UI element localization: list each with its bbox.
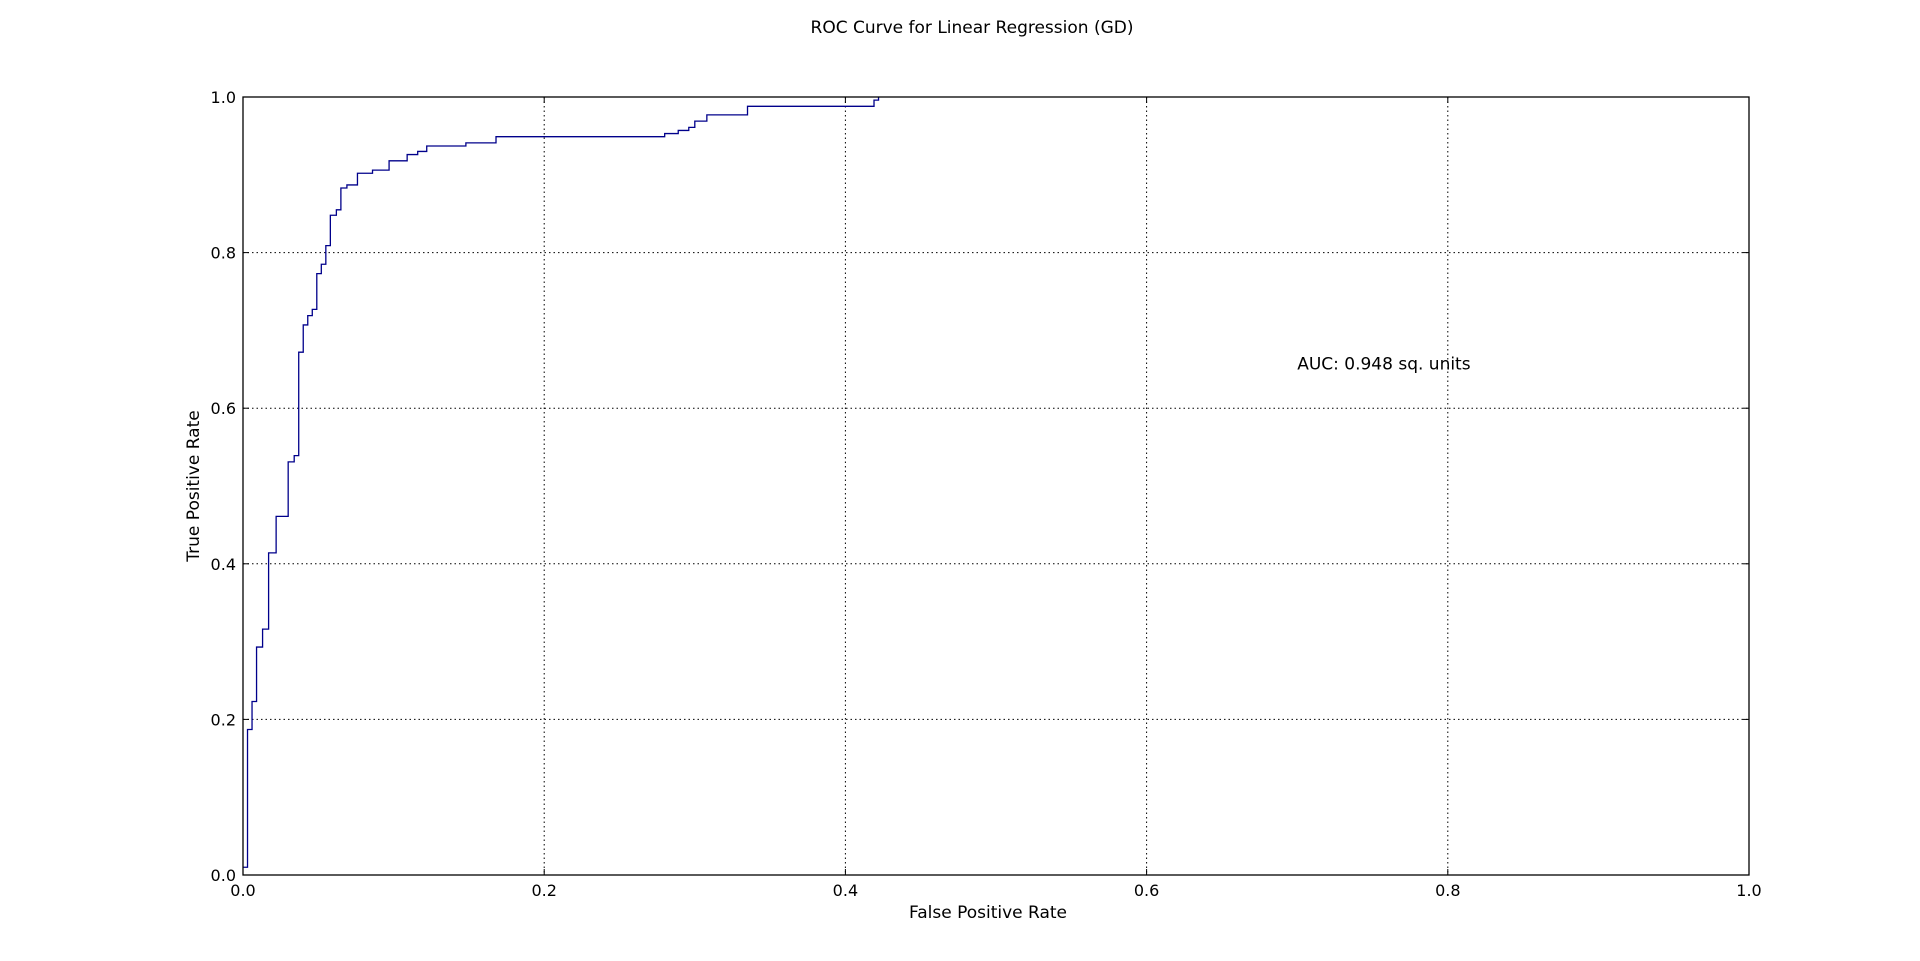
y-tick-label: 0.0 (211, 866, 236, 885)
x-tick-label: 0.8 (1435, 881, 1460, 900)
x-tick-labels: 0.0 0.2 0.4 0.6 0.8 1.0 (230, 881, 1761, 900)
chart-title: ROC Curve for Linear Regression (GD) (811, 18, 1134, 38)
grid-lines (243, 97, 1749, 875)
x-tick-label: 0.4 (833, 881, 858, 900)
plot-area-frame (242, 96, 1750, 876)
auc-annotation: AUC: 0.948 sq. units (1297, 354, 1471, 374)
y-tick-label: 0.4 (211, 555, 236, 574)
x-tick-label: 1.0 (1736, 881, 1761, 900)
x-axis-label: False Positive Rate (909, 903, 1067, 923)
x-tick-label: 0.0 (230, 881, 255, 900)
y-tick-label: 0.6 (211, 399, 236, 418)
y-axis-label: True Positive Rate (184, 410, 204, 562)
x-tick-label: 0.6 (1134, 881, 1159, 900)
y-tick-labels: 0.0 0.2 0.4 0.6 0.8 1.0 (211, 88, 236, 885)
y-tick-label: 0.2 (211, 710, 236, 729)
roc-curve-line (243, 97, 880, 868)
y-tick-label: 1.0 (211, 88, 236, 107)
x-tick-label: 0.2 (531, 881, 556, 900)
y-tick-label: 0.8 (211, 244, 236, 263)
